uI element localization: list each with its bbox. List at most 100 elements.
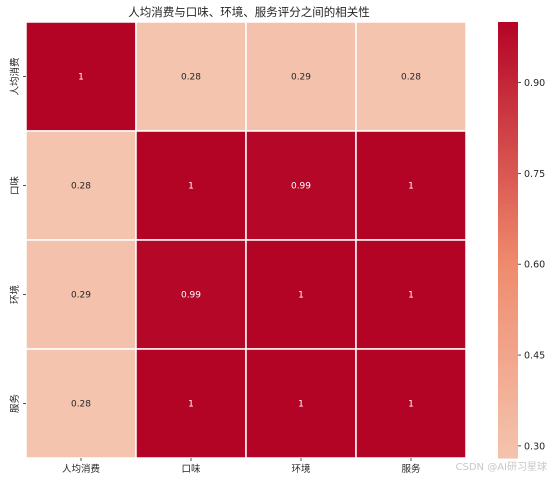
colorbar-segment bbox=[498, 428, 518, 434]
heatmap-cell bbox=[355, 21, 467, 132]
colorbar-segment bbox=[498, 160, 518, 165]
colorbar-segment bbox=[498, 163, 518, 168]
cell-value-label: 1 bbox=[188, 182, 194, 192]
x-tick-label: 口味 bbox=[181, 463, 201, 475]
colorbar-segment bbox=[498, 218, 518, 223]
colorbar-segment bbox=[498, 378, 518, 383]
colorbar-segment bbox=[498, 181, 518, 187]
colorbar-segment bbox=[498, 185, 518, 190]
colorbar-segment bbox=[498, 439, 518, 445]
colorbar-segment bbox=[498, 454, 518, 459]
cell-value-label: 0.28 bbox=[181, 73, 201, 83]
colorbar-segment bbox=[498, 203, 518, 208]
colorbar-segment bbox=[498, 436, 518, 441]
colorbar-segment bbox=[498, 356, 518, 361]
colorbar-segment bbox=[498, 290, 518, 296]
colorbar-segment bbox=[498, 156, 518, 161]
colorbar-segment bbox=[498, 174, 518, 179]
colorbar-segment bbox=[498, 319, 518, 325]
colorbar-segment bbox=[498, 392, 518, 397]
colorbar-segment bbox=[498, 367, 518, 372]
colorbar-segment bbox=[498, 261, 518, 267]
colorbar-segment bbox=[498, 189, 518, 194]
colorbar-segment bbox=[498, 43, 518, 49]
colorbar-tick-label: 0.45 bbox=[524, 351, 545, 362]
colorbar-segment bbox=[498, 91, 518, 96]
colorbar-segment bbox=[498, 410, 518, 415]
colorbar-segment bbox=[498, 101, 518, 107]
colorbar-segment bbox=[498, 54, 518, 59]
cell-value-label: 1 bbox=[188, 400, 194, 410]
colorbar-segment bbox=[498, 58, 518, 63]
y-tick-label: 服务 bbox=[9, 394, 21, 414]
colorbar-segment bbox=[498, 254, 518, 259]
colorbar-segment bbox=[498, 396, 518, 401]
colorbar-segment bbox=[498, 105, 518, 110]
colorbar-segment bbox=[498, 229, 518, 234]
cell-value-label: 1 bbox=[408, 182, 414, 192]
colorbar-segment bbox=[498, 87, 518, 92]
colorbar-tick-label: 0.30 bbox=[524, 441, 545, 452]
colorbar-segment bbox=[498, 327, 518, 332]
colorbar-segment bbox=[498, 276, 518, 281]
colorbar-segment bbox=[498, 312, 518, 317]
heatmap-cells: 1 0.28 0.29 0.28 0.28 1 0.99 1 0.29 0.99 1 1 0.28 1 1 1 bbox=[25, 21, 467, 459]
cell-value-label: 0.28 bbox=[71, 400, 91, 410]
colorbar-segment bbox=[498, 272, 518, 277]
colorbar-segment bbox=[498, 443, 518, 448]
colorbar-segment bbox=[498, 200, 518, 205]
colorbar-segment bbox=[498, 76, 518, 81]
colorbar-segment bbox=[498, 399, 518, 405]
colorbar-segment bbox=[498, 388, 518, 394]
chart-title: 人均消费与口味、环境、服务评分之间的相关性 bbox=[128, 5, 370, 19]
colorbar: 0.30 0.45 0.60 0.75 0.90 bbox=[498, 22, 545, 459]
colorbar-segment bbox=[498, 145, 518, 150]
colorbar-segment bbox=[498, 221, 518, 227]
colorbar-segment bbox=[498, 258, 518, 263]
colorbar-segment bbox=[498, 29, 518, 34]
colorbar-segment bbox=[498, 25, 518, 30]
cell-value-label: 0.99 bbox=[181, 291, 201, 301]
colorbar-segment bbox=[498, 450, 518, 455]
colorbar-segment bbox=[498, 51, 518, 56]
colorbar-segment bbox=[498, 330, 518, 336]
colorbar-segment bbox=[498, 138, 518, 143]
colorbar-segment bbox=[498, 279, 518, 285]
colorbar-segment bbox=[498, 363, 518, 368]
cell-value-label: 0.28 bbox=[401, 73, 421, 83]
colorbar-segment bbox=[498, 196, 518, 201]
colorbar-segment bbox=[498, 120, 518, 125]
colorbar-segment bbox=[498, 210, 518, 216]
colorbar-segment bbox=[498, 247, 518, 252]
colorbar-segment bbox=[498, 98, 518, 103]
colorbar-segment bbox=[498, 403, 518, 408]
colorbar-segment bbox=[498, 123, 518, 128]
colorbar-segment bbox=[498, 316, 518, 321]
colorbar-segment bbox=[498, 283, 518, 288]
colorbar-segment bbox=[498, 381, 518, 386]
y-tick-label: 环境 bbox=[9, 285, 21, 305]
y-tick-label: 人均消费 bbox=[9, 57, 21, 95]
colorbar-segment bbox=[498, 32, 518, 38]
watermark: CSDN @AI研习星球 bbox=[455, 462, 547, 473]
colorbar-segment bbox=[498, 131, 518, 136]
colorbar-tick-label: 0.90 bbox=[524, 78, 545, 89]
colorbar-segment bbox=[498, 170, 518, 176]
cell-value-label: 1 bbox=[408, 291, 414, 301]
heatmap-cell bbox=[355, 130, 467, 241]
colorbar-segment bbox=[498, 265, 518, 270]
colorbar-segment bbox=[498, 407, 518, 412]
heatmap-cell bbox=[135, 239, 247, 350]
colorbar-segment bbox=[498, 141, 518, 147]
colorbar-segment bbox=[498, 240, 518, 245]
colorbar-segment bbox=[498, 370, 518, 376]
colorbar-segment bbox=[498, 287, 518, 292]
colorbar-segment bbox=[498, 352, 518, 357]
colorbar-segment bbox=[498, 207, 518, 212]
colorbar-segment bbox=[498, 338, 518, 343]
colorbar-segment bbox=[498, 214, 518, 219]
colorbar-segment bbox=[498, 134, 518, 139]
colorbar-segment bbox=[498, 40, 518, 45]
